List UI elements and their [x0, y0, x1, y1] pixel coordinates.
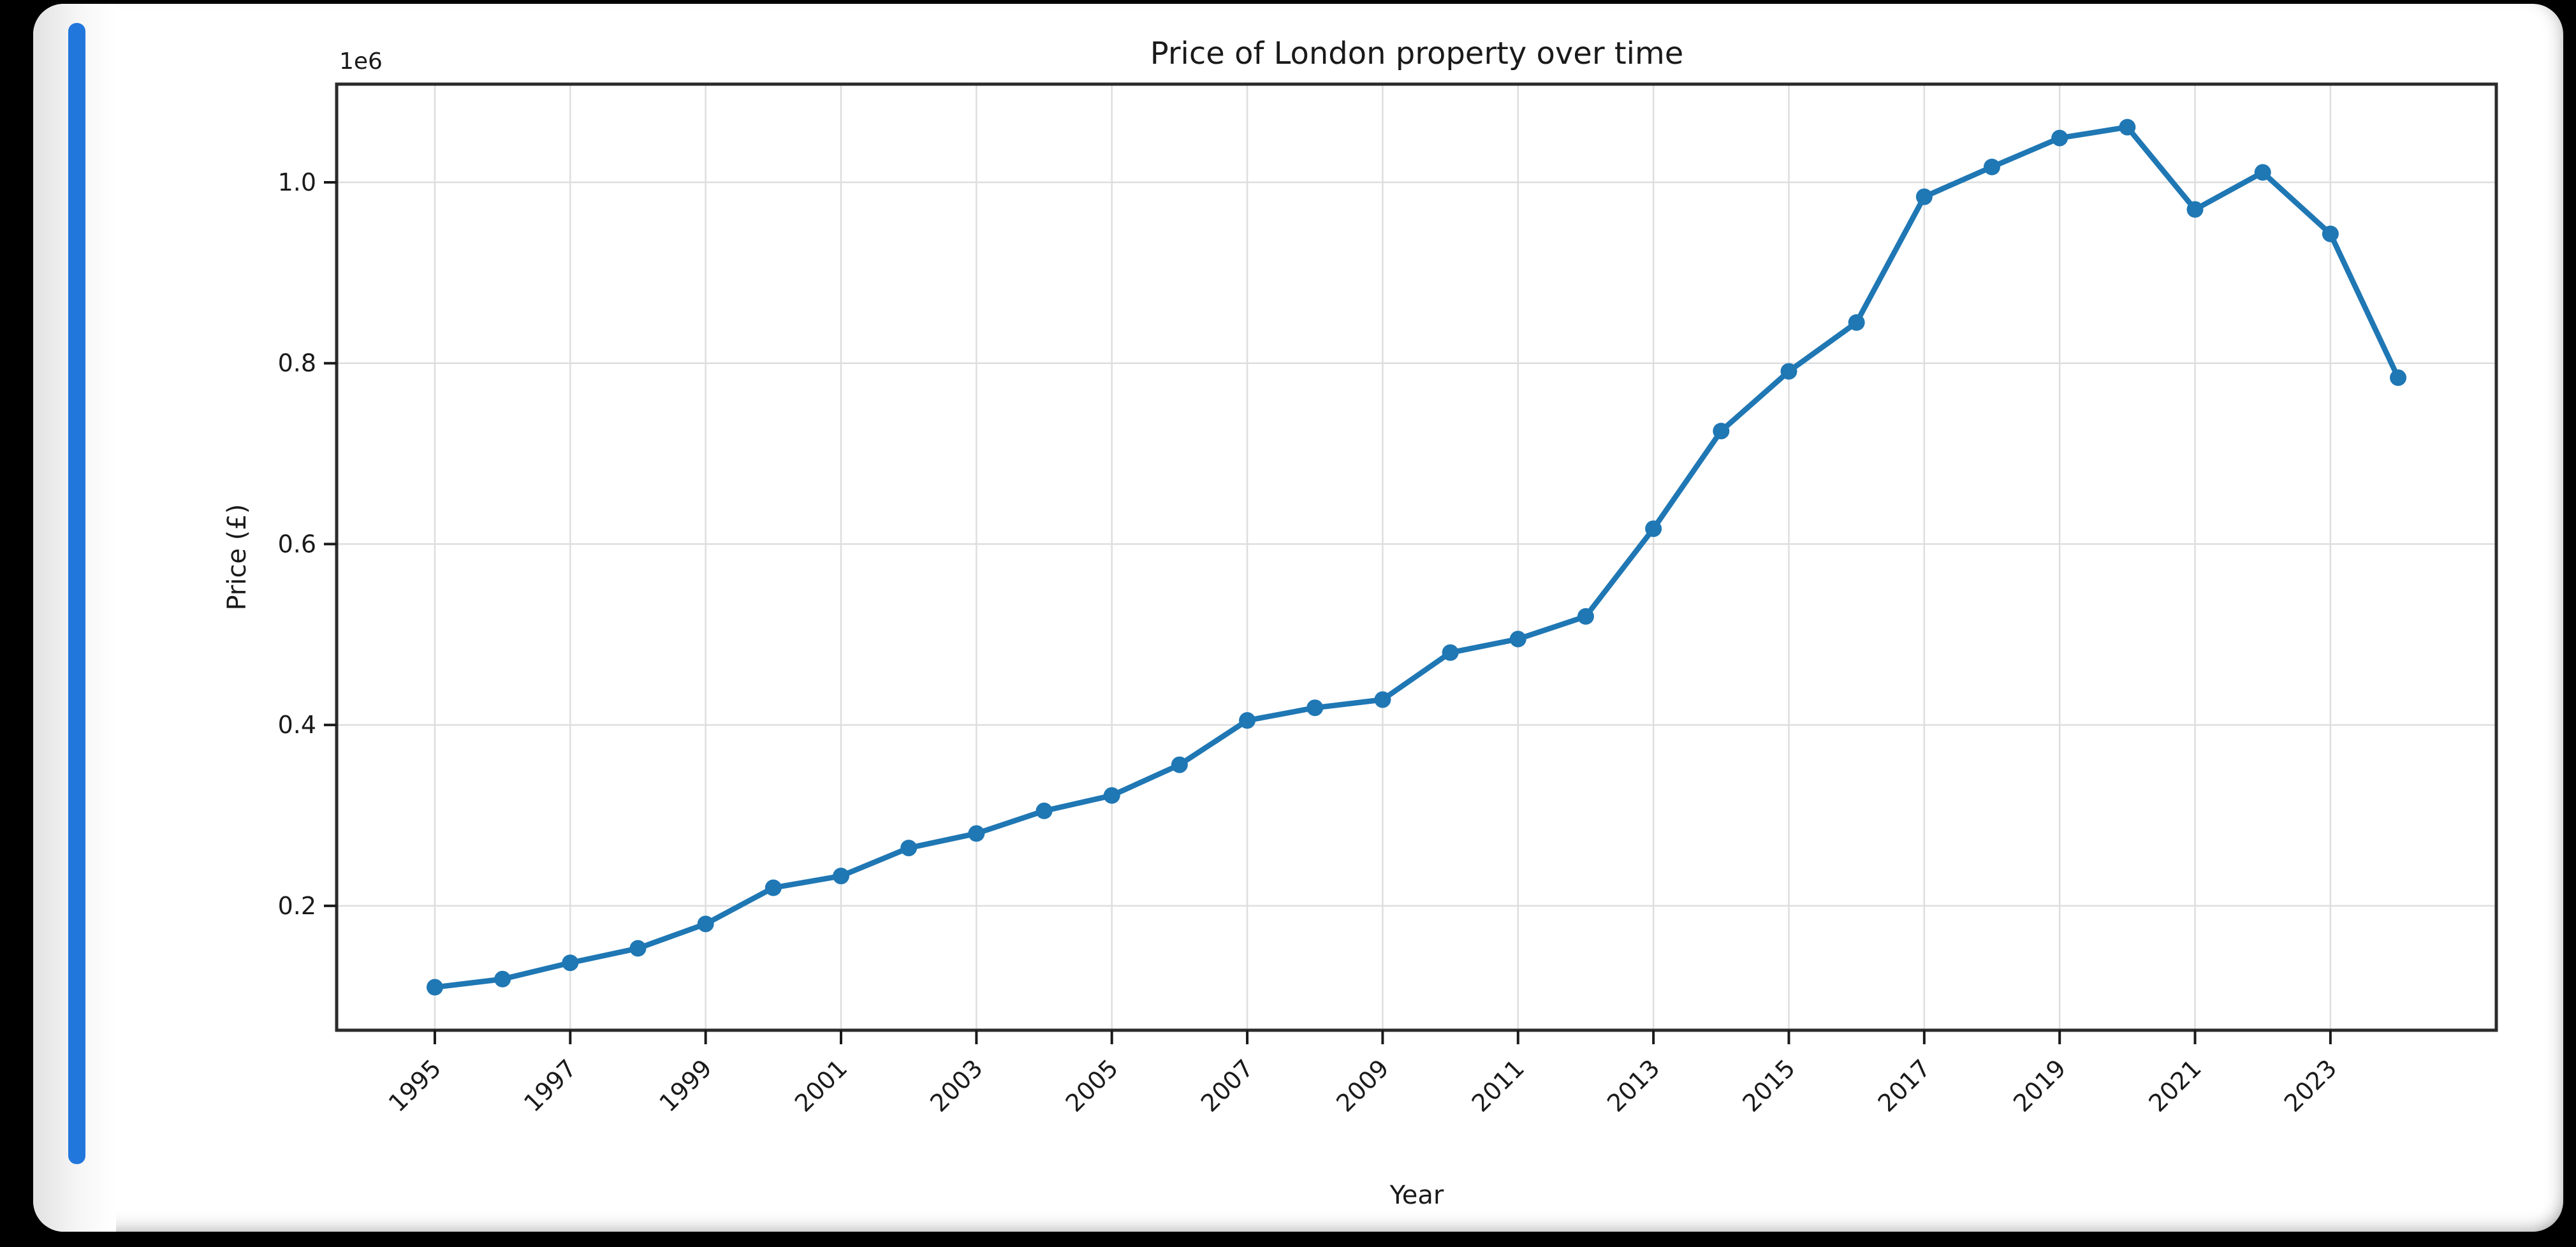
data-point-marker [2119, 119, 2136, 136]
y-tick-label: 0.2 [278, 892, 316, 920]
data-point-marker [562, 954, 579, 972]
data-point-marker [2322, 225, 2339, 242]
x-tick-label: 2019 [2008, 1054, 2072, 1118]
series-line [432, 124, 2401, 990]
data-point-marker [968, 825, 985, 842]
data-point-marker [2254, 164, 2271, 181]
data-point-marker [1713, 423, 1730, 440]
x-tick-label: 2011 [1467, 1054, 1530, 1118]
x-tick-label: 2017 [1873, 1054, 1936, 1118]
x-tick-label: 1997 [518, 1054, 582, 1118]
x-tick-label: 1995 [383, 1054, 447, 1118]
data-point-marker [833, 868, 850, 885]
data-point-marker [765, 879, 782, 896]
data-point-marker [1509, 631, 1526, 648]
cell-indicator-bar[interactable] [68, 23, 85, 1164]
data-point-marker [1577, 608, 1594, 625]
data-point-marker [1036, 802, 1053, 819]
data-point-marker [1983, 158, 2000, 175]
data-point-marker [1780, 363, 1797, 380]
axis-layer: 0.2 0.4 0.6 0.8 1.0 1995 1997 1999 2001 2003 2005 2… [278, 82, 2498, 1118]
data-point-marker [494, 970, 511, 988]
data-point-marker [1915, 188, 1933, 205]
data-point-marker [1848, 314, 1865, 331]
notebook-output-card [33, 4, 2563, 1232]
y-tick-label: 0.8 [278, 349, 316, 377]
data-point-marker [1103, 787, 1120, 804]
data-point-marker [2186, 201, 2204, 218]
data-point-marker [1645, 520, 1662, 537]
data-point-marker [1306, 699, 1324, 717]
data-point-marker [629, 940, 647, 957]
x-tick-label: 2021 [2143, 1054, 2207, 1118]
data-point-marker [1171, 756, 1188, 773]
x-tick-label: 2009 [1331, 1054, 1394, 1118]
data-point-marker [426, 979, 443, 996]
y-axis-label: Price (£) [223, 504, 252, 611]
x-tick-label: 2015 [1737, 1054, 1801, 1118]
y-axis-offset-label: 1e6 [339, 48, 383, 75]
data-series-layer [426, 119, 2407, 996]
data-point-marker [697, 915, 714, 933]
y-tick-label: 0.4 [278, 711, 316, 739]
chart-title: Price of London property over time [1150, 36, 1684, 71]
y-tick-label: 0.6 [278, 530, 316, 558]
x-tick-label: 2007 [1196, 1054, 1259, 1118]
x-tick-label: 2003 [925, 1054, 988, 1118]
plot-spines [335, 82, 2498, 1032]
grid-layer [337, 84, 2496, 1030]
x-tick-label: 2001 [789, 1054, 853, 1118]
x-tick-label: 2005 [1060, 1054, 1124, 1118]
data-point-marker [2390, 369, 2407, 386]
x-tick-label: 2013 [1602, 1054, 1665, 1118]
data-point-marker [1374, 691, 1391, 708]
x-axis-label: Year [1389, 1181, 1444, 1210]
data-point-marker [2051, 129, 2068, 147]
x-tick-label: 2023 [2279, 1054, 2343, 1118]
data-point-marker [900, 840, 918, 857]
y-tick-label: 1.0 [278, 168, 316, 196]
data-point-marker [1442, 644, 1459, 661]
x-tick-label: 1999 [654, 1054, 718, 1118]
data-point-marker [1239, 712, 1256, 729]
